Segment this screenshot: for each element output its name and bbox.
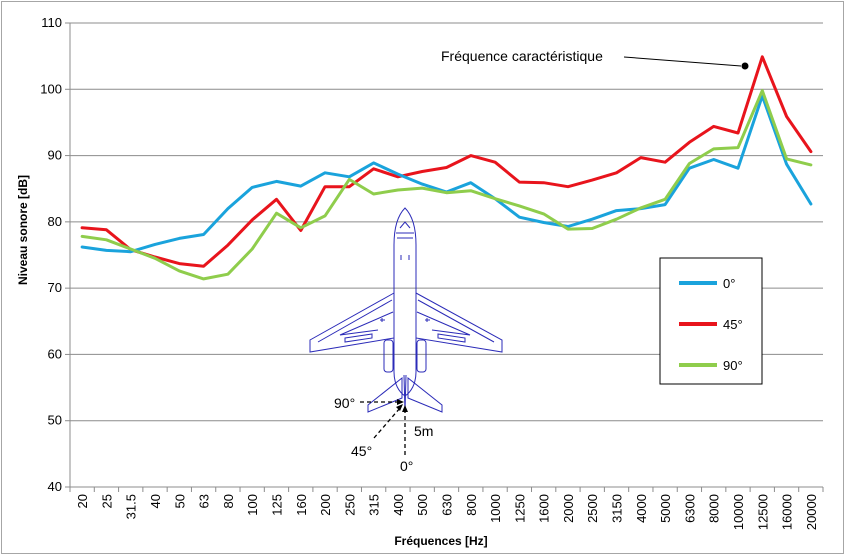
y-tick-labels: 40 50 60 70 80 90 100 110	[40, 15, 62, 494]
x-tick-label: 20	[75, 494, 90, 508]
series-line-1	[80, 55, 813, 268]
y-tick-label: 110	[41, 15, 62, 30]
x-tick-label: 630	[440, 494, 455, 516]
x-tick-label: 250	[342, 494, 357, 516]
x-tick-label: 4000	[634, 494, 649, 523]
y-tick-label: 40	[48, 479, 62, 494]
series-line-2	[80, 89, 813, 281]
plot-area	[69, 23, 823, 488]
angle-45-label: 45°	[351, 443, 372, 459]
legend-label: 90°	[723, 358, 743, 373]
legend-label: 45°	[723, 317, 743, 332]
x-tick-labels: 20 25 31.5 40 50 63 80 100 125 160 200 250 315 400 500…	[69, 487, 824, 530]
y-tick-label: 80	[48, 214, 62, 229]
x-tick-label: 3150	[610, 494, 625, 523]
x-tick-label: 800	[464, 494, 479, 516]
characteristic-frequency-label: Fréquence caractéristique	[441, 48, 603, 64]
angle-0-label: 0°	[400, 458, 413, 474]
y-tick-label: 70	[48, 280, 62, 295]
y-tick-label: 50	[48, 413, 62, 428]
x-axis-title: Fréquences [Hz]	[394, 534, 487, 548]
distance-label: 5m	[414, 423, 433, 439]
legend-label: 0°	[723, 276, 735, 291]
x-tick-label: 500	[415, 494, 430, 516]
x-tick-label: 50	[172, 494, 187, 508]
x-tick-label: 100	[245, 494, 260, 516]
angle-90-label: 90°	[334, 395, 355, 411]
y-tick-label: 100	[40, 81, 62, 96]
series-line-0	[80, 94, 813, 254]
x-tick-label: 125	[269, 494, 284, 516]
x-tick-label: 200	[318, 494, 333, 516]
x-tick-label: 315	[367, 494, 382, 516]
x-tick-label: 20000	[804, 494, 819, 530]
x-tick-label: 63	[197, 494, 212, 508]
x-tick-label: 160	[294, 494, 309, 516]
characteristic-marker	[741, 62, 749, 70]
x-tick-label: 6300	[682, 494, 697, 523]
angle-indicators	[360, 399, 408, 455]
x-tick-label: 5000	[658, 494, 673, 523]
x-tick-label: 1000	[488, 494, 503, 523]
x-tick-label: 25	[99, 494, 114, 508]
legend: 0° 45° 90°	[659, 257, 763, 385]
characteristic-pointer	[623, 56, 742, 67]
x-tick-label: 400	[391, 494, 406, 516]
x-tick-label: 16000	[780, 494, 795, 530]
x-tick-label: 80	[221, 494, 236, 508]
y-tick-label: 90	[48, 148, 62, 163]
y-tick-label: 60	[48, 346, 62, 361]
y-axis-title: Niveau sonore [dB]	[16, 175, 30, 285]
x-tick-label: 8000	[707, 494, 722, 523]
aircraft-icon	[309, 207, 503, 413]
x-tick-label: 40	[148, 494, 163, 508]
x-tick-label: 2000	[561, 494, 576, 523]
x-tick-label: 12500	[755, 494, 770, 530]
x-tick-label: 10000	[731, 494, 746, 530]
series-lines	[80, 55, 813, 281]
x-tick-label: 1250	[512, 494, 527, 523]
grid-lines	[65, 22, 823, 488]
x-tick-label: 1600	[537, 494, 552, 523]
x-tick-label: 2500	[585, 494, 600, 523]
x-tick-label: 31.5	[124, 494, 139, 519]
